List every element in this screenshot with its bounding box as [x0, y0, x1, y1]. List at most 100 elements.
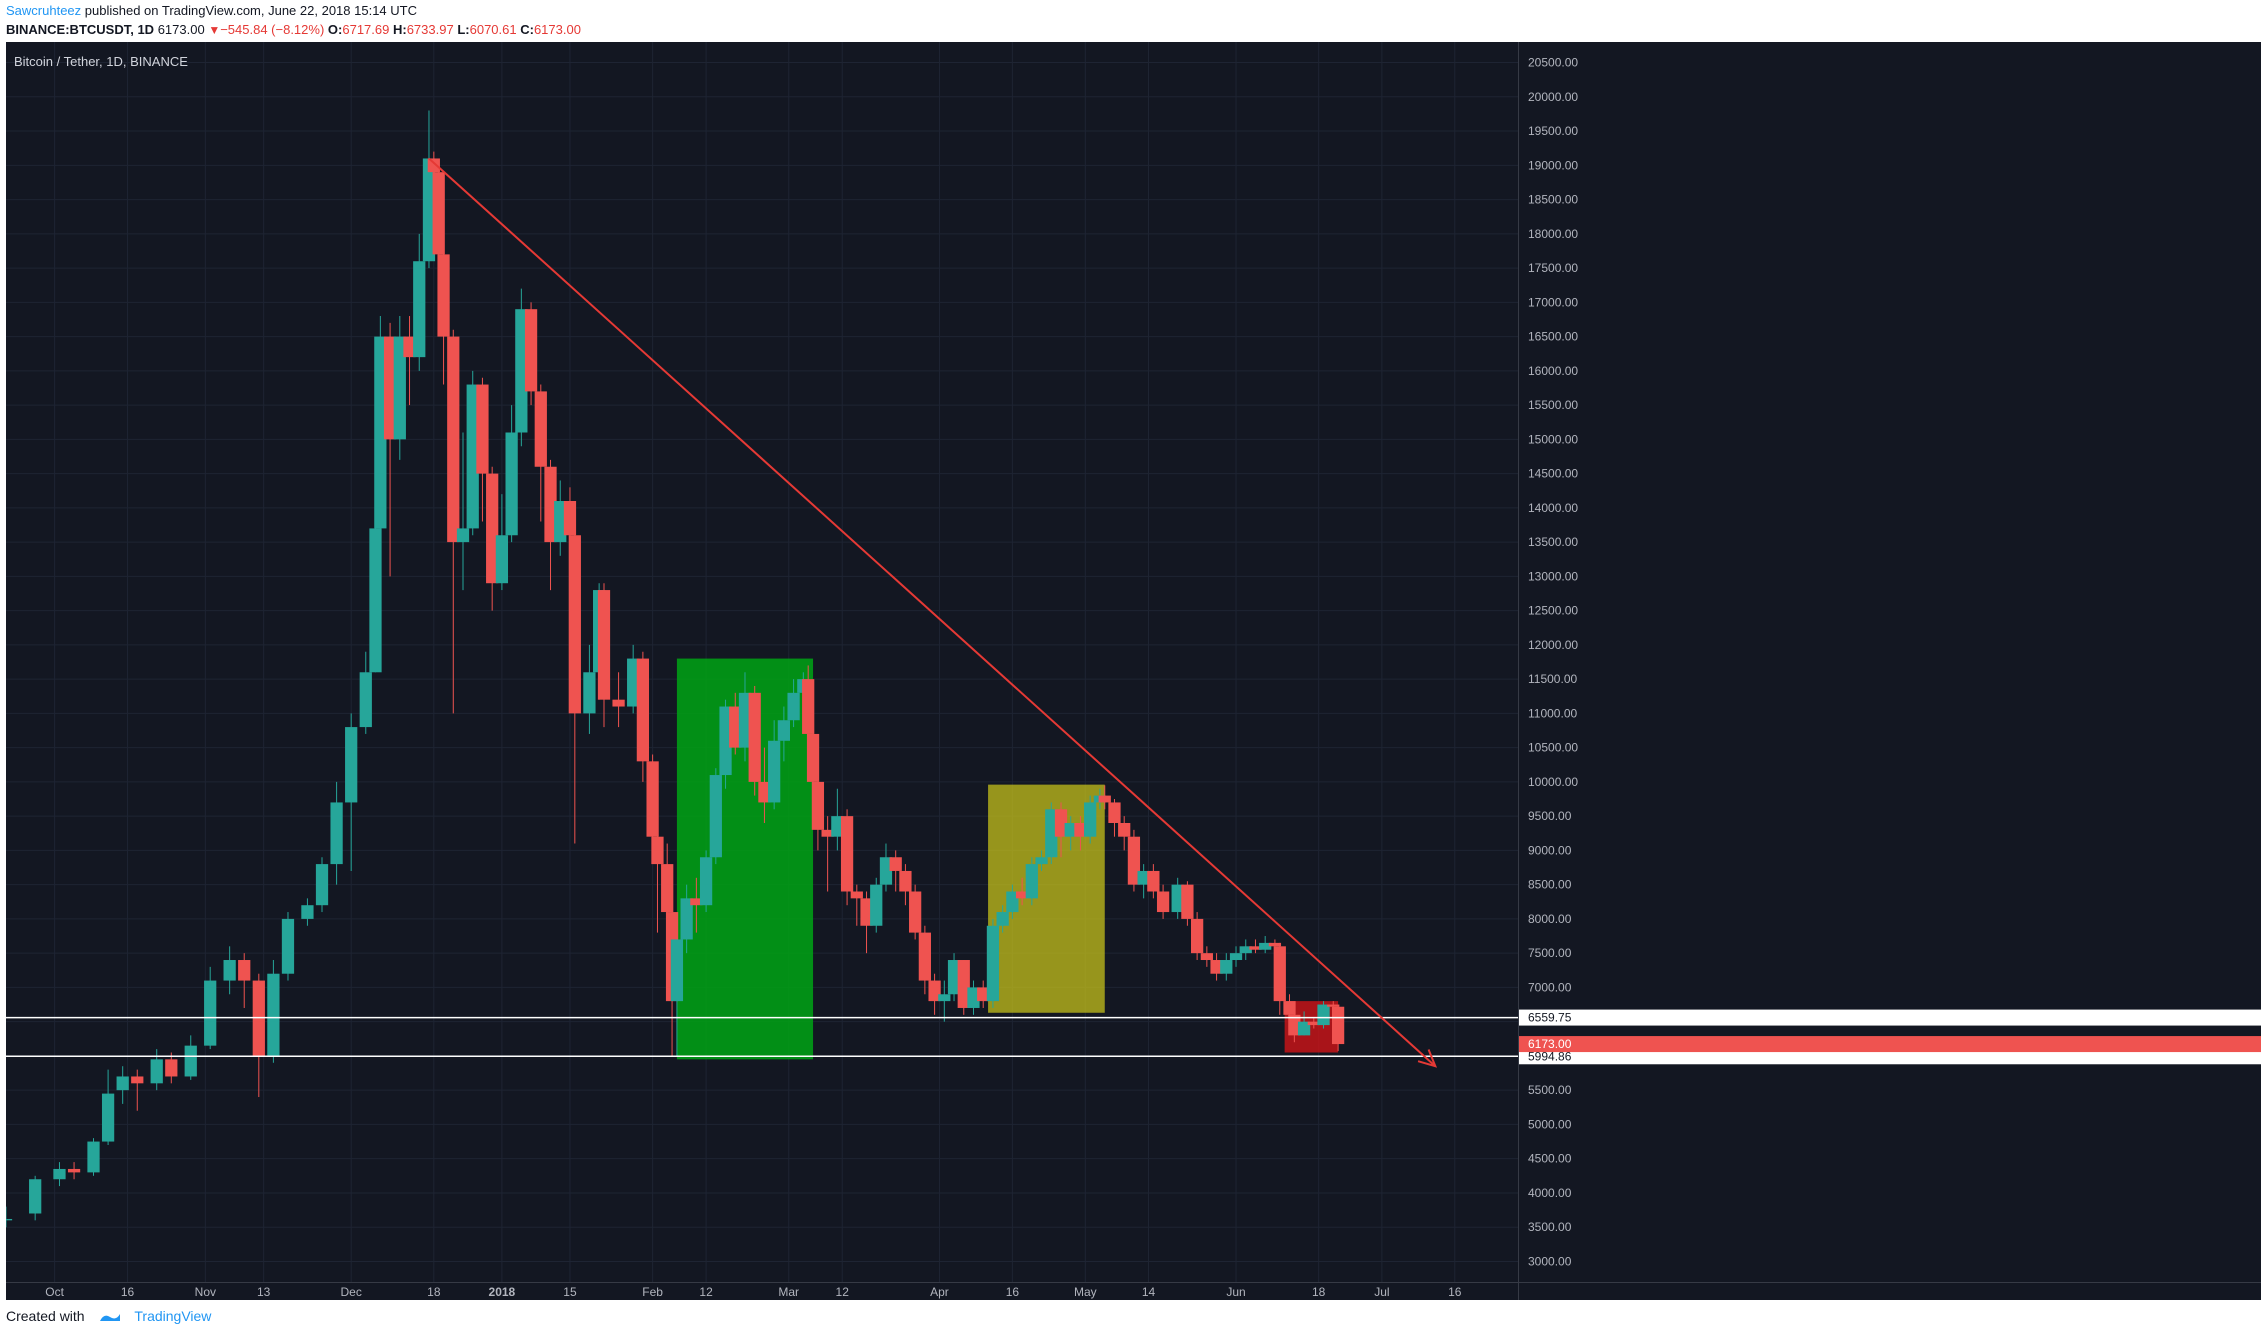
candle-body — [1288, 1014, 1301, 1036]
price-tick-label: 18000.00 — [1528, 227, 1578, 241]
price-tick-label: 10500.00 — [1528, 741, 1578, 755]
candle-body — [1035, 857, 1048, 865]
candle-body — [928, 980, 941, 1002]
candle-body — [53, 1168, 66, 1180]
ohlc-line: BINANCE:BTCUSDT, 1D 6173.00 ▼−545.84 (−8… — [6, 22, 581, 37]
chart-area[interactable]: 3000.00 3500.00 4000.00 4500.00 5000.00 5500.… — [6, 42, 2261, 1300]
candle-body — [1273, 946, 1286, 1002]
candle-body — [165, 1059, 178, 1077]
footer: Created with TradingView — [6, 1308, 211, 1324]
candle-body — [131, 1076, 144, 1084]
trend-arrow-icon — [1417, 1049, 1438, 1068]
down-arrow-icon: ▼ — [208, 23, 221, 37]
candle-body — [850, 891, 863, 899]
candle-body — [563, 501, 577, 536]
candle-body — [184, 1045, 197, 1077]
time-tick-label: 15 — [563, 1285, 577, 1299]
time-tick-label: Feb — [642, 1285, 663, 1299]
candle-body — [777, 720, 791, 741]
price-tick-label: 10000.00 — [1528, 775, 1578, 789]
candle-body — [1200, 953, 1213, 961]
candle-body — [315, 864, 329, 906]
candle-body — [986, 925, 1000, 1002]
candle-body — [1147, 870, 1160, 892]
trend-line — [428, 157, 1437, 1067]
tradingview-link[interactable]: TradingView — [134, 1308, 212, 1324]
candle-body — [427, 158, 440, 173]
candle-body — [840, 816, 854, 892]
candle-body — [544, 466, 557, 543]
candle-body — [345, 727, 358, 803]
published-text: published on TradingView.com, June 22, 2… — [84, 3, 417, 18]
candle-body — [476, 384, 489, 474]
candle-body — [670, 939, 684, 1002]
low-label: L: — [457, 22, 470, 37]
candle-body — [758, 781, 771, 803]
candle-body — [534, 391, 547, 467]
candle-body — [699, 857, 713, 906]
candle-body — [422, 158, 436, 262]
price-tick-label: 14000.00 — [1528, 501, 1578, 515]
price-tick-label: 12500.00 — [1528, 604, 1578, 618]
high-label: H: — [392, 22, 407, 37]
candle-body — [1268, 942, 1282, 947]
candle-body — [432, 172, 445, 255]
candle-body — [821, 829, 834, 837]
candle-body — [568, 535, 581, 714]
price-tick-label: 20000.00 — [1528, 90, 1578, 104]
candle-body — [938, 994, 951, 1002]
candle-body — [806, 733, 820, 782]
time-tick-label: May — [1074, 1285, 1097, 1299]
candle-body — [1156, 891, 1170, 913]
candle-body — [1118, 822, 1131, 837]
candle-body — [87, 1141, 100, 1173]
candle-body — [554, 501, 567, 543]
candle-body — [447, 336, 460, 543]
candle-body — [1283, 1001, 1296, 1015]
candle-body — [709, 775, 722, 858]
candle-body — [947, 960, 961, 995]
candle-body — [967, 987, 980, 1008]
candle-body — [116, 1076, 129, 1091]
price-tick-label: 17500.00 — [1528, 261, 1578, 275]
candle-body — [301, 905, 314, 919]
candle-body — [223, 960, 236, 981]
header: Sawcruhteez published on TradingView.com… — [0, 0, 2267, 42]
candle-body — [1006, 891, 1019, 913]
candle-body — [1297, 1021, 1311, 1036]
candle-body — [1084, 802, 1097, 837]
price-tick-label: 5500.00 — [1528, 1083, 1572, 1097]
time-tick-label: 18 — [427, 1285, 441, 1299]
time-tick-label: 16 — [1448, 1285, 1462, 1299]
candle-body — [1015, 891, 1029, 899]
candle-body — [393, 336, 406, 440]
candle-body — [1074, 822, 1087, 837]
candle-body — [466, 384, 479, 529]
author-link[interactable]: Sawcruhteez — [6, 3, 82, 18]
high-value: 6733.97 — [406, 22, 454, 37]
price-tick-label: 5000.00 — [1528, 1117, 1572, 1131]
candle-body — [1025, 864, 1038, 899]
chart-canvas[interactable]: 3000.00 3500.00 4000.00 4500.00 5000.00 5500.… — [6, 42, 2261, 1300]
candle-body — [486, 473, 499, 584]
time-tick-label: 12 — [699, 1285, 713, 1299]
time-tick-label: Jun — [1226, 1285, 1245, 1299]
candle-body — [1137, 870, 1150, 885]
candle-body — [1108, 802, 1121, 823]
time-tick-label: Nov — [195, 1285, 216, 1299]
candle-body — [646, 761, 659, 837]
candle-body — [719, 706, 732, 776]
candle-body — [957, 960, 970, 1008]
last-price-tag-bg — [1519, 1036, 2261, 1053]
candle-body — [860, 898, 873, 926]
candle-body — [6, 1218, 13, 1221]
close-value: 6173.00 — [533, 22, 581, 37]
candle-body — [1229, 953, 1243, 961]
price-tick-label: 8000.00 — [1528, 912, 1572, 926]
candle-body — [1220, 960, 1233, 974]
candle-body — [918, 932, 931, 981]
time-tick-label: Oct — [45, 1285, 64, 1299]
candle-body — [1210, 960, 1223, 974]
candle-body — [1171, 884, 1184, 913]
candle-body — [330, 802, 343, 865]
